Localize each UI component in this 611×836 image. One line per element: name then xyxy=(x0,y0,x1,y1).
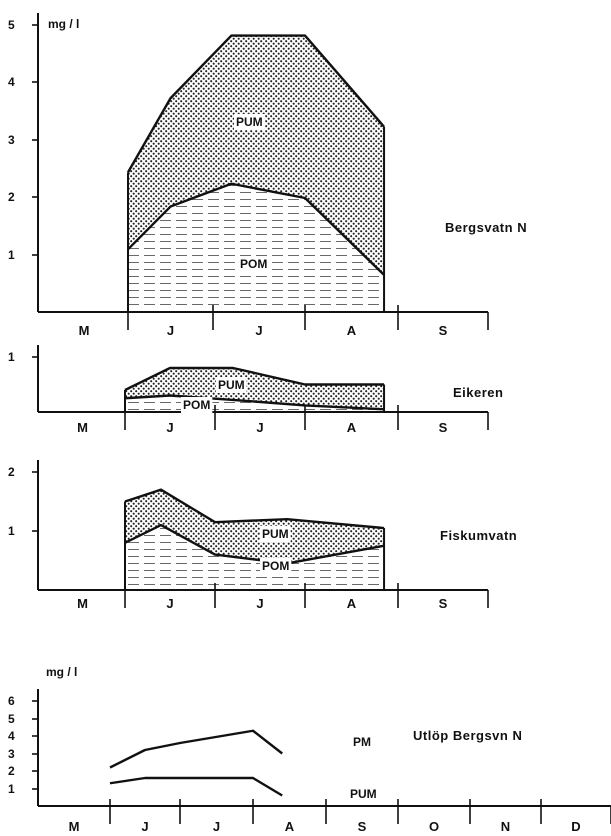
pum-line xyxy=(124,394,385,411)
eikeren-chart: 1 M J J A S Eikeren POM PUM xyxy=(8,345,503,435)
series-label: POM xyxy=(183,398,210,412)
month-label: S xyxy=(439,323,448,338)
month-label: A xyxy=(347,323,357,338)
month-label: J xyxy=(256,596,263,611)
month-label: D xyxy=(571,819,580,834)
month-label: M xyxy=(77,420,88,435)
month-label: M xyxy=(77,596,88,611)
month-label: S xyxy=(358,819,367,834)
month-label: M xyxy=(79,323,90,338)
station-title: Utlöp Bergsvn N xyxy=(413,728,522,743)
y-tick-label: 4 xyxy=(8,75,15,89)
month-label: O xyxy=(429,819,439,834)
y-tick-label: 2 xyxy=(8,465,15,479)
month-label: N xyxy=(501,819,510,834)
y-tick-label: 1 xyxy=(8,350,15,364)
y-tick-label: 1 xyxy=(8,248,15,262)
y-tick-label: 5 xyxy=(8,712,15,726)
pum-line xyxy=(109,776,283,797)
month-label: J xyxy=(255,323,262,338)
month-label: S xyxy=(439,420,448,435)
month-label: A xyxy=(347,596,357,611)
series-label-bg xyxy=(260,558,292,574)
pum-area xyxy=(128,183,385,312)
month-label: S xyxy=(439,596,448,611)
month-label: A xyxy=(347,420,357,435)
series-label: PUM xyxy=(350,787,377,801)
series-label-bg xyxy=(260,526,291,542)
pom-line xyxy=(126,34,385,173)
pum-line xyxy=(124,523,385,565)
bergsvatn-chart: 1 2 3 4 5 M J J A Smg / l Bergsvatn N POM PUM xyxy=(8,13,527,338)
y-tick-label: 3 xyxy=(8,133,15,147)
station-title: Eikeren xyxy=(453,385,503,400)
series-label-bg xyxy=(238,256,270,272)
month-label: J xyxy=(166,420,173,435)
y-tick-label: 2 xyxy=(8,764,15,778)
y-tick-label: 4 xyxy=(8,729,15,743)
utlop-bergsvn-chart: 1 2 3 4 5 6 M J J A S O N Dmg / l Utlöp Bergsvn N PM PUM xyxy=(8,665,611,834)
month-label: M xyxy=(69,819,80,834)
pm-line xyxy=(109,729,283,769)
y-tick-label: 1 xyxy=(8,524,15,538)
pum-line xyxy=(127,182,385,276)
pom-area xyxy=(128,35,385,275)
series-label: PUM xyxy=(262,527,289,541)
station-title: Bergsvatn N xyxy=(445,220,527,235)
y-tick-label: 2 xyxy=(8,190,15,204)
pom-area xyxy=(125,368,385,410)
y-tick-label: 6 xyxy=(8,694,15,708)
month-label: J xyxy=(213,819,220,834)
series-label-bg xyxy=(234,114,265,130)
series-label-bg xyxy=(216,377,247,393)
series-label: PM xyxy=(353,735,371,749)
month-label: J xyxy=(166,596,173,611)
y-axis-label: mg / l xyxy=(48,17,79,31)
pom-line xyxy=(124,366,385,392)
y-tick-label: 5 xyxy=(8,18,15,32)
series-label-bg xyxy=(181,397,213,413)
station-title: Fiskumvatn xyxy=(440,528,517,543)
month-label: J xyxy=(141,819,148,834)
fiskumvatn-chart: 1 2 M J J A S Fiskumvatn POM PUM xyxy=(8,460,517,611)
month-label: J xyxy=(256,420,263,435)
series-label: PUM xyxy=(218,378,245,392)
series-label: POM xyxy=(262,559,289,573)
pom-line xyxy=(124,488,385,530)
y-axis-label: mg / l xyxy=(46,665,77,679)
month-label: J xyxy=(167,323,174,338)
y-tick-label: 1 xyxy=(8,782,15,796)
series-label: PUM xyxy=(236,115,263,129)
series-label: POM xyxy=(240,257,267,271)
month-label: A xyxy=(285,819,295,834)
y-tick-label: 3 xyxy=(8,747,15,761)
